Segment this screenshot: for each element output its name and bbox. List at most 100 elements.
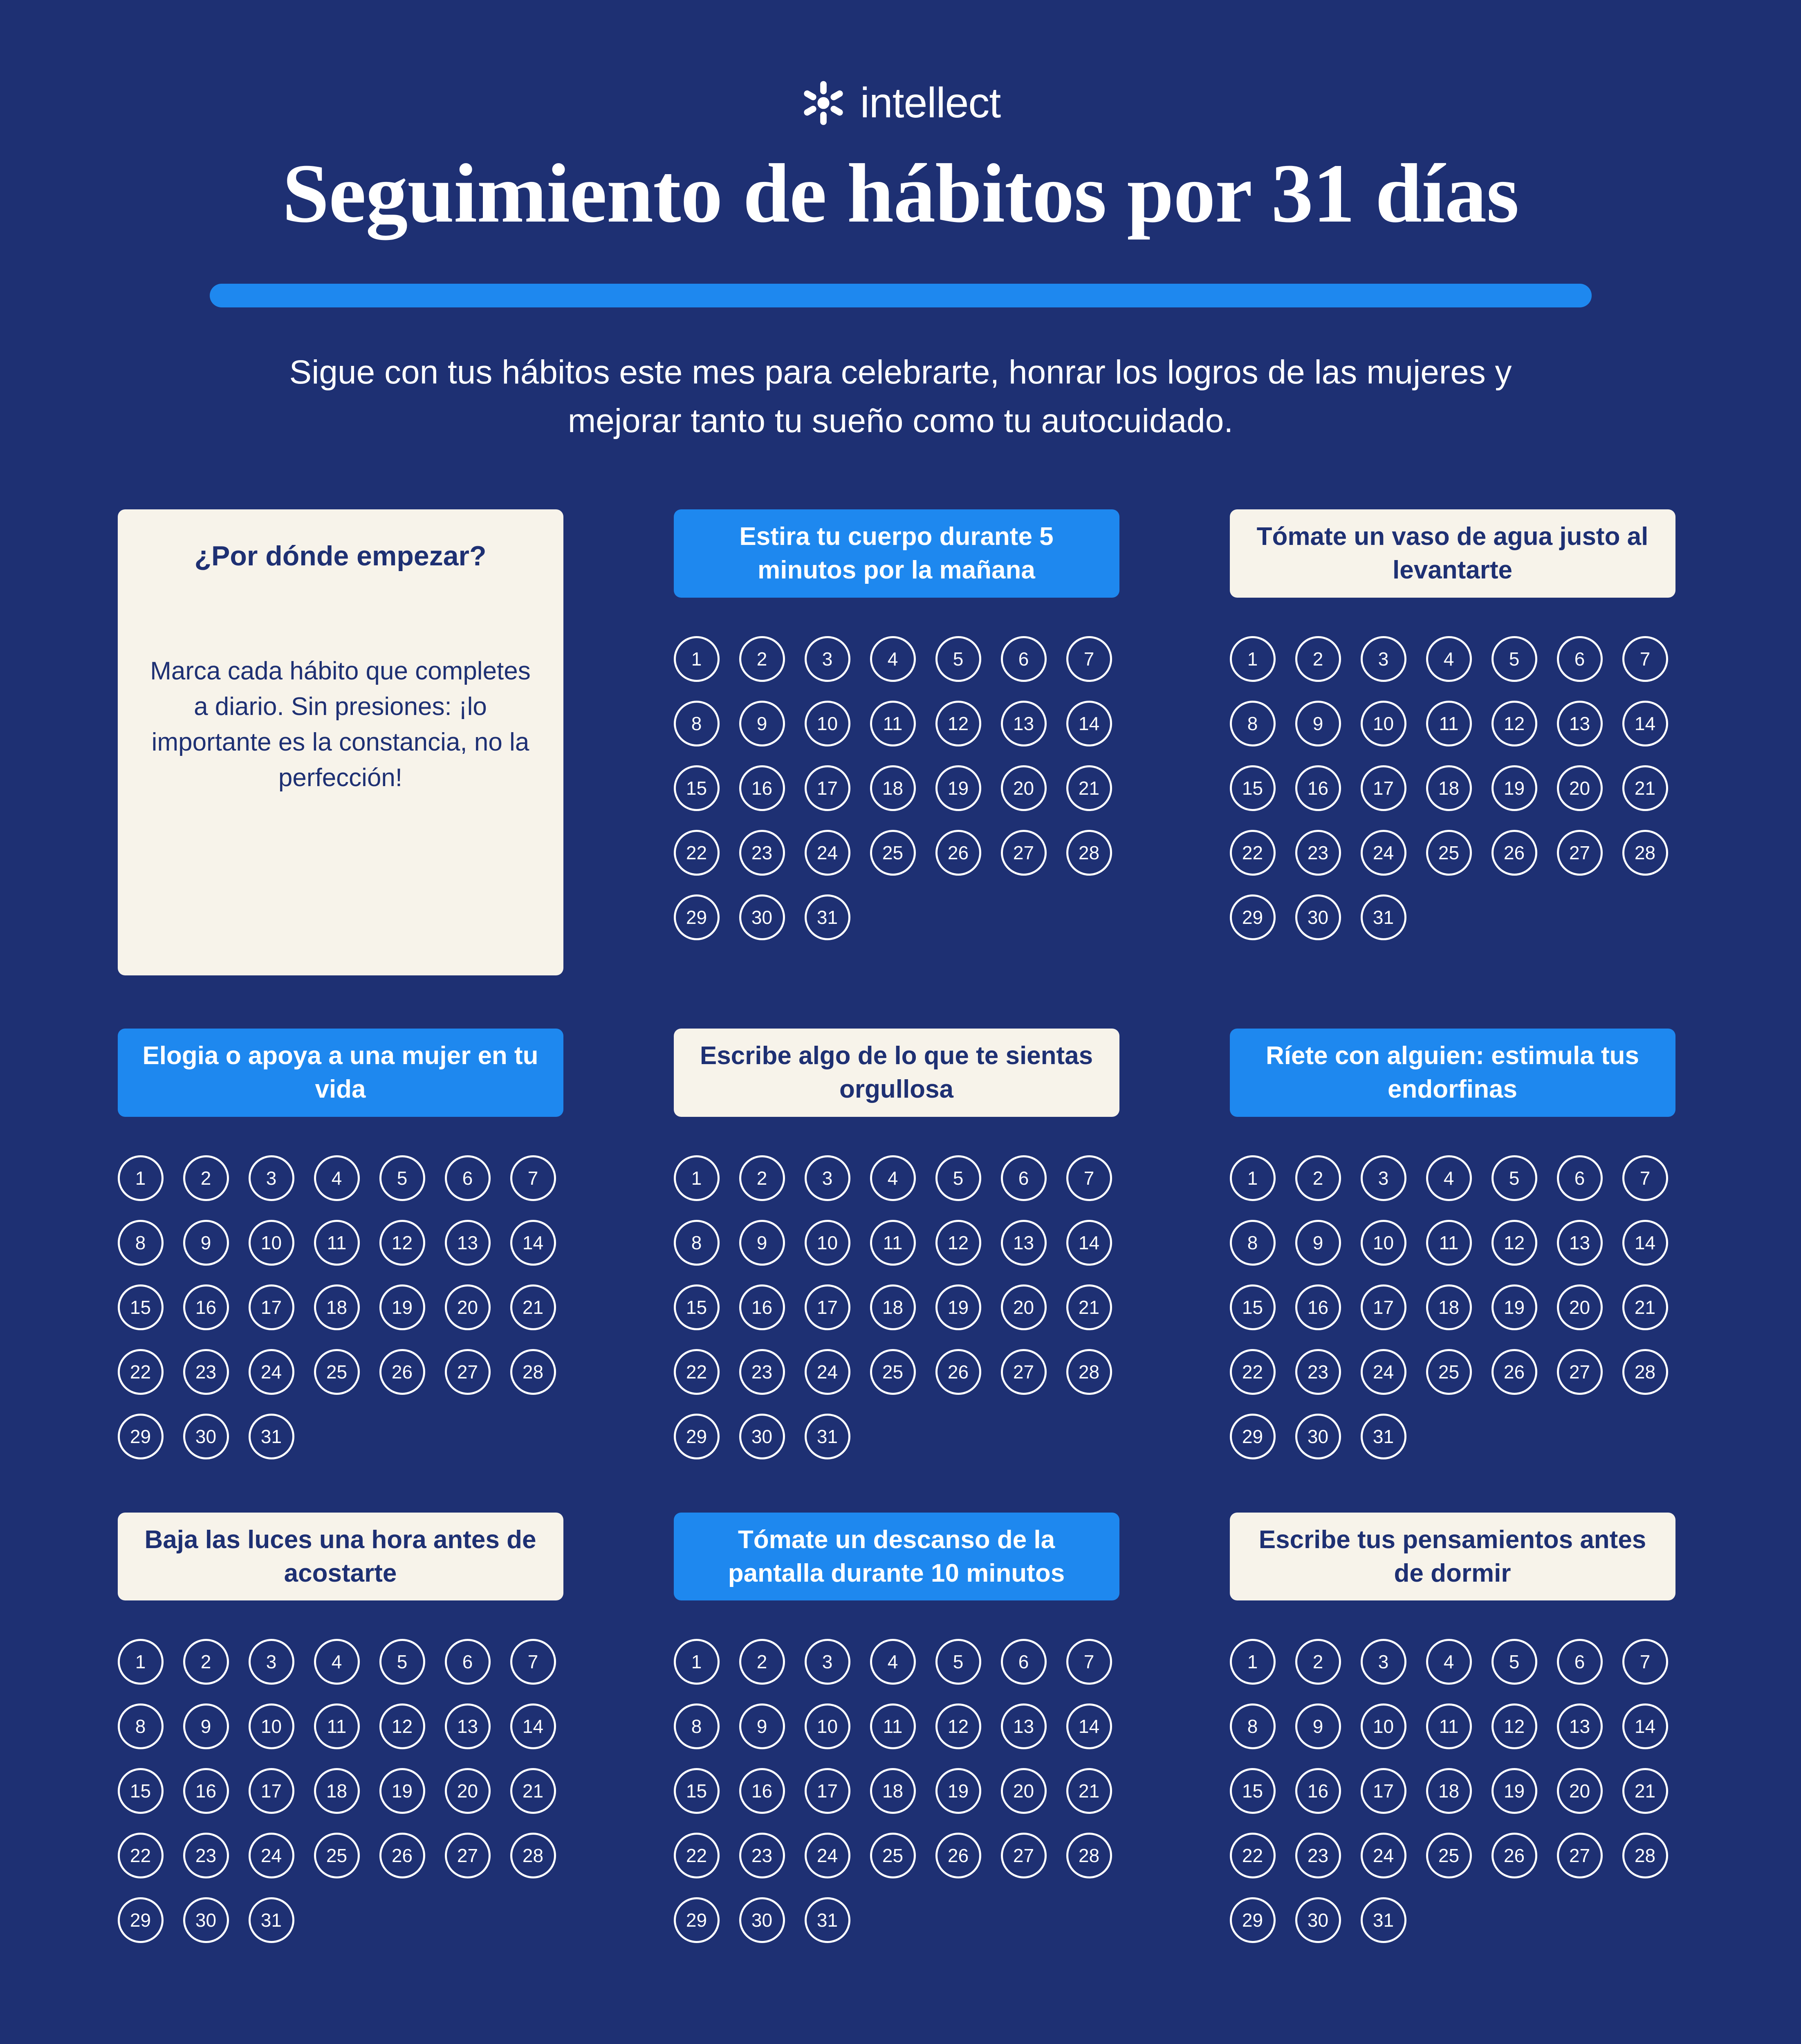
day-checkbox[interactable]: 29	[1229, 1897, 1276, 1943]
day-checkbox[interactable]: 4	[1426, 636, 1472, 682]
day-checkbox[interactable]: 11	[870, 1219, 916, 1266]
day-checkbox[interactable]: 3	[1360, 1639, 1406, 1685]
day-checkbox[interactable]: 13	[444, 1219, 491, 1266]
day-checkbox[interactable]: 2	[739, 1155, 785, 1201]
day-checkbox[interactable]: 10	[248, 1703, 294, 1750]
day-checkbox[interactable]: 18	[870, 765, 916, 811]
day-checkbox[interactable]: 23	[739, 829, 785, 876]
day-checkbox[interactable]: 9	[1295, 1703, 1341, 1750]
day-checkbox[interactable]: 6	[1000, 1639, 1047, 1685]
day-checkbox[interactable]: 8	[673, 1219, 720, 1266]
day-checkbox[interactable]: 30	[739, 894, 785, 940]
day-checkbox[interactable]: 13	[444, 1703, 491, 1750]
day-checkbox[interactable]: 23	[739, 1349, 785, 1395]
day-checkbox[interactable]: 21	[510, 1284, 556, 1330]
day-checkbox[interactable]: 6	[444, 1155, 491, 1201]
day-checkbox[interactable]: 18	[1426, 1768, 1472, 1814]
day-checkbox[interactable]: 15	[1229, 1284, 1276, 1330]
day-checkbox[interactable]: 21	[1066, 1284, 1112, 1330]
day-checkbox[interactable]: 13	[1557, 1703, 1603, 1750]
day-checkbox[interactable]: 21	[1622, 1284, 1668, 1330]
day-checkbox[interactable]: 18	[870, 1284, 916, 1330]
day-checkbox[interactable]: 10	[804, 1703, 850, 1750]
day-checkbox[interactable]: 4	[870, 636, 916, 682]
day-checkbox[interactable]: 8	[117, 1703, 164, 1750]
day-checkbox[interactable]: 12	[1491, 1703, 1537, 1750]
day-checkbox[interactable]: 7	[510, 1155, 556, 1201]
day-checkbox[interactable]: 28	[1066, 1833, 1112, 1879]
day-checkbox[interactable]: 18	[314, 1284, 360, 1330]
day-checkbox[interactable]: 8	[673, 700, 720, 746]
day-checkbox[interactable]: 30	[739, 1897, 785, 1943]
day-checkbox[interactable]: 27	[1000, 829, 1047, 876]
day-checkbox[interactable]: 1	[673, 1639, 720, 1685]
day-checkbox[interactable]: 1	[117, 1155, 164, 1201]
day-checkbox[interactable]: 3	[804, 1639, 850, 1685]
day-checkbox[interactable]: 20	[1557, 1768, 1603, 1814]
day-checkbox[interactable]: 6	[1000, 636, 1047, 682]
day-checkbox[interactable]: 4	[314, 1639, 360, 1685]
day-checkbox[interactable]: 21	[1622, 1768, 1668, 1814]
day-checkbox[interactable]: 16	[1295, 765, 1341, 811]
day-checkbox[interactable]: 14	[1066, 700, 1112, 746]
day-checkbox[interactable]: 2	[183, 1639, 229, 1685]
day-checkbox[interactable]: 20	[1000, 1768, 1047, 1814]
day-checkbox[interactable]: 21	[1066, 1768, 1112, 1814]
day-checkbox[interactable]: 7	[1622, 636, 1668, 682]
day-checkbox[interactable]: 22	[1229, 1349, 1276, 1395]
day-checkbox[interactable]: 11	[314, 1219, 360, 1266]
day-checkbox[interactable]: 5	[1491, 1155, 1537, 1201]
day-checkbox[interactable]: 15	[673, 1768, 720, 1814]
day-checkbox[interactable]: 9	[739, 1703, 785, 1750]
day-checkbox[interactable]: 24	[248, 1349, 294, 1395]
day-checkbox[interactable]: 7	[1066, 1155, 1112, 1201]
day-checkbox[interactable]: 19	[1491, 1284, 1537, 1330]
day-checkbox[interactable]: 24	[1360, 1833, 1406, 1879]
day-checkbox[interactable]: 27	[444, 1833, 491, 1879]
day-checkbox[interactable]: 1	[117, 1639, 164, 1685]
day-checkbox[interactable]: 20	[1000, 765, 1047, 811]
day-checkbox[interactable]: 25	[314, 1833, 360, 1879]
day-checkbox[interactable]: 13	[1557, 700, 1603, 746]
day-checkbox[interactable]: 28	[510, 1833, 556, 1879]
day-checkbox[interactable]: 21	[510, 1768, 556, 1814]
day-checkbox[interactable]: 27	[1557, 1833, 1603, 1879]
day-checkbox[interactable]: 5	[379, 1639, 425, 1685]
day-checkbox[interactable]: 22	[1229, 1833, 1276, 1879]
day-checkbox[interactable]: 16	[739, 765, 785, 811]
day-checkbox[interactable]: 9	[1295, 1219, 1341, 1266]
day-checkbox[interactable]: 25	[1426, 1833, 1472, 1879]
day-checkbox[interactable]: 16	[739, 1768, 785, 1814]
day-checkbox[interactable]: 28	[1622, 1349, 1668, 1395]
day-checkbox[interactable]: 7	[1622, 1155, 1668, 1201]
day-checkbox[interactable]: 19	[1491, 1768, 1537, 1814]
day-checkbox[interactable]: 1	[1229, 1639, 1276, 1685]
day-checkbox[interactable]: 5	[1491, 636, 1537, 682]
day-checkbox[interactable]: 17	[248, 1284, 294, 1330]
day-checkbox[interactable]: 25	[870, 1349, 916, 1395]
day-checkbox[interactable]: 22	[117, 1833, 164, 1879]
day-checkbox[interactable]: 14	[1622, 1219, 1668, 1266]
day-checkbox[interactable]: 3	[804, 1155, 850, 1201]
day-checkbox[interactable]: 19	[935, 1284, 981, 1330]
day-checkbox[interactable]: 17	[1360, 1284, 1406, 1330]
day-checkbox[interactable]: 15	[117, 1284, 164, 1330]
day-checkbox[interactable]: 4	[1426, 1155, 1472, 1201]
day-checkbox[interactable]: 12	[935, 1703, 981, 1750]
day-checkbox[interactable]: 10	[1360, 700, 1406, 746]
day-checkbox[interactable]: 9	[183, 1703, 229, 1750]
day-checkbox[interactable]: 8	[673, 1703, 720, 1750]
day-checkbox[interactable]: 23	[183, 1349, 229, 1395]
day-checkbox[interactable]: 26	[935, 829, 981, 876]
day-checkbox[interactable]: 19	[379, 1768, 425, 1814]
day-checkbox[interactable]: 3	[1360, 636, 1406, 682]
day-checkbox[interactable]: 28	[510, 1349, 556, 1395]
day-checkbox[interactable]: 30	[183, 1413, 229, 1459]
day-checkbox[interactable]: 10	[1360, 1703, 1406, 1750]
day-checkbox[interactable]: 13	[1000, 700, 1047, 746]
day-checkbox[interactable]: 25	[1426, 1349, 1472, 1395]
day-checkbox[interactable]: 13	[1557, 1219, 1603, 1266]
day-checkbox[interactable]: 31	[804, 1897, 850, 1943]
day-checkbox[interactable]: 3	[248, 1639, 294, 1685]
day-checkbox[interactable]: 2	[1295, 1639, 1341, 1685]
